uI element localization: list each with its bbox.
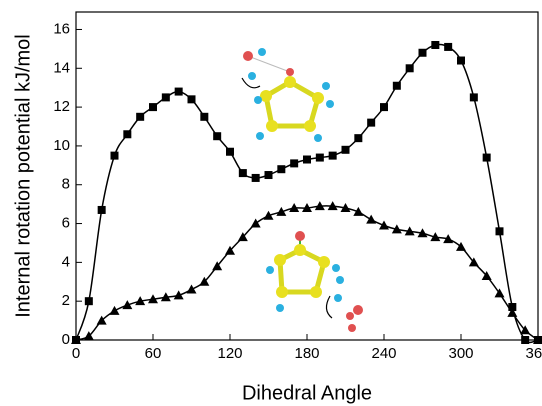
y-tick-label: 16 [53, 20, 70, 37]
y-tick-label: 4 [62, 253, 70, 270]
marker [239, 169, 247, 177]
marker [303, 156, 311, 164]
y-tick-label: 12 [53, 98, 70, 115]
marker [444, 43, 452, 51]
marker [200, 113, 208, 121]
x-axis-title: Dihedral Angle [242, 382, 372, 404]
y-tick-label: 2 [62, 292, 70, 309]
marker [162, 93, 170, 101]
marker [342, 146, 350, 154]
marker [290, 159, 298, 167]
chart: 0 60 120 180 240 300 360 0 2 4 6 8 10 12 14 16 Dihedral … [0, 0, 542, 406]
y-tick-label: 6 [62, 215, 70, 232]
y-tick-label: 8 [62, 176, 70, 193]
marker [188, 95, 196, 103]
y-tick-label: 10 [53, 137, 70, 154]
marker [419, 49, 427, 57]
x-tick-label: 120 [217, 345, 242, 362]
marker [264, 211, 274, 220]
marker [431, 41, 439, 49]
marker [110, 306, 120, 315]
series-line [76, 206, 538, 340]
marker [353, 207, 363, 216]
y-tick-label: 0 [62, 331, 70, 348]
molecule-bottom [266, 231, 363, 332]
y-tick-label: 14 [53, 59, 70, 76]
marker [149, 103, 157, 111]
x-tick-label: 240 [371, 345, 396, 362]
marker [136, 113, 144, 121]
marker [316, 154, 324, 162]
marker [213, 132, 221, 140]
marker [111, 152, 119, 160]
marker [366, 215, 376, 224]
marker [367, 119, 375, 127]
marker [123, 130, 131, 138]
marker [277, 165, 285, 173]
x-tick-label: 0 [72, 345, 80, 362]
marker [187, 285, 197, 294]
x-tick-label: 60 [145, 345, 162, 362]
x-tick-label: 360 [525, 345, 542, 362]
marker [457, 57, 465, 65]
y-axis-title: Internal rotation potential kJ/mol [12, 34, 34, 318]
x-tick-label: 180 [294, 345, 319, 362]
marker [98, 206, 106, 214]
x-tick-label: 300 [448, 345, 473, 362]
marker [265, 171, 273, 179]
marker [379, 220, 389, 229]
marker [393, 82, 401, 90]
marker [252, 174, 260, 182]
marker [175, 88, 183, 96]
molecule-top [242, 48, 334, 142]
marker [226, 148, 234, 156]
marker [251, 219, 261, 228]
marker [85, 297, 93, 305]
marker [470, 93, 478, 101]
marker [329, 152, 337, 160]
marker [380, 103, 388, 111]
marker [406, 64, 414, 72]
marker [495, 288, 505, 297]
marker [496, 227, 504, 235]
marker [354, 134, 362, 142]
marker [483, 154, 491, 162]
